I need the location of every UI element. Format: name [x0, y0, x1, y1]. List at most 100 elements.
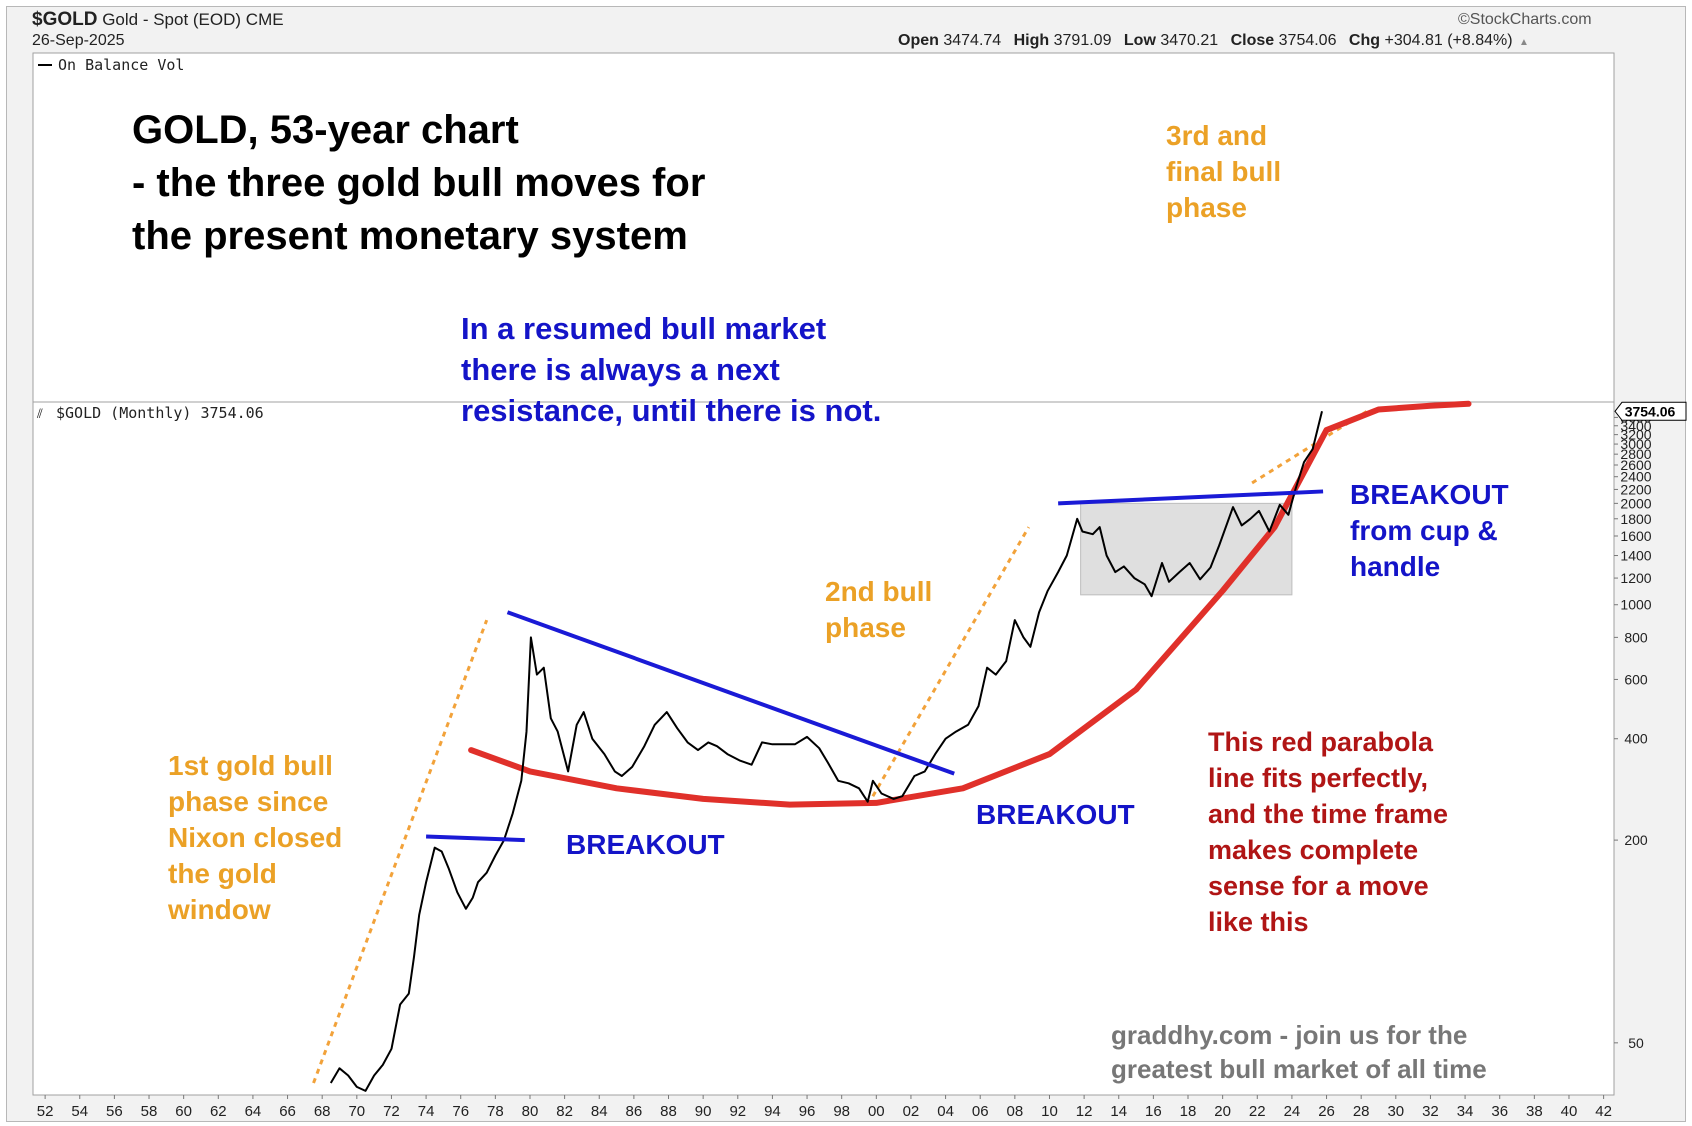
- header-date: 26-Sep-2025: [32, 32, 125, 49]
- ohlc-readout: Open 3474.74 High 3791.09 Low 3470.21 Cl…: [898, 32, 1529, 50]
- bull-phase-line-1: [312, 619, 489, 1084]
- ohlc-label-open: Open: [898, 32, 944, 49]
- last-value-tag-shape: [1614, 401, 1687, 421]
- x-tick-label-16: 84: [591, 1103, 608, 1120]
- y-tick-label-3400: 3400: [1620, 418, 1651, 434]
- x-tick-label-44: 40: [1561, 1103, 1578, 1120]
- x-tick-label-23: 98: [833, 1103, 850, 1120]
- second-bull-note-line-1: 2nd bull: [825, 576, 932, 607]
- second-bull-note-line-2: phase: [825, 612, 906, 643]
- obv-legend: On Balance Vol: [58, 56, 184, 74]
- x-tick-label-14: 80: [522, 1103, 539, 1120]
- x-tick-label-2: 56: [106, 1103, 123, 1120]
- y-tick-label-50: 50: [1628, 1035, 1644, 1051]
- x-tick-label-24: 00: [868, 1103, 885, 1120]
- breakout-cup-line-3: handle: [1350, 551, 1440, 582]
- third-bull-note-line-2: final bull: [1166, 156, 1281, 187]
- chart-title-line-3: the present monetary system: [132, 214, 688, 258]
- x-tick-label-7: 66: [279, 1103, 296, 1120]
- resistance-line-1: [426, 834, 525, 843]
- footer-note-line-2: greatest bull market of all time: [1111, 1054, 1487, 1084]
- header-symbol-line: $GOLD Gold - Spot (EOD) CME: [32, 9, 284, 31]
- resumed-note-line-3: resistance, until there is not.: [461, 393, 881, 428]
- parabola-note-line-5: sense for a move: [1208, 871, 1429, 901]
- x-tick-label-28: 08: [1007, 1103, 1024, 1120]
- y-tick-label-3200: 3200: [1620, 427, 1651, 443]
- third-bull-note-line-3: phase: [1166, 192, 1247, 223]
- x-tick-label-40: 32: [1422, 1103, 1439, 1120]
- gold-price-line: [329, 411, 1323, 1092]
- ohlc-label-low: Low: [1123, 32, 1161, 49]
- ohlc-value-chg: +304.81 (+8.84%): [1384, 32, 1518, 49]
- x-tick-label-19: 90: [695, 1103, 712, 1120]
- symbol: $GOLD: [32, 9, 98, 30]
- parabola-line: [468, 400, 1472, 808]
- x-tick-label-18: 88: [660, 1103, 677, 1120]
- x-tick-label-12: 76: [452, 1103, 469, 1120]
- breakout-1-line-1: BREAKOUT: [566, 829, 725, 860]
- x-tick-label-20: 92: [729, 1103, 746, 1120]
- third-bull-note-line-1: 3rd and: [1166, 120, 1267, 151]
- first-bull-note-line-3: Nixon closed: [168, 822, 342, 853]
- y-tick-label-1200: 1200: [1620, 570, 1651, 586]
- x-tick-label-26: 04: [937, 1103, 954, 1120]
- y-tick-label-600: 600: [1624, 671, 1648, 687]
- chart-title-line-1: GOLD, 53-year chart: [132, 108, 519, 152]
- ohlc-label-close: Close: [1230, 32, 1279, 49]
- footer-note-line-1: graddhy.com - join us for the: [1111, 1020, 1467, 1050]
- y-tick-label-2200: 2200: [1620, 481, 1651, 497]
- y-tick-label-1000: 1000: [1620, 597, 1651, 613]
- x-tick-label-41: 34: [1457, 1103, 1474, 1120]
- x-tick-label-17: 86: [626, 1103, 643, 1120]
- x-tick-label-36: 24: [1284, 1103, 1301, 1120]
- x-tick-label-31: 14: [1110, 1103, 1127, 1120]
- upper-panel: [32, 52, 1615, 403]
- x-tick-label-4: 60: [175, 1103, 192, 1120]
- resistance-line-3: [1058, 489, 1324, 506]
- x-tick-label-34: 20: [1214, 1103, 1231, 1120]
- y-tick-label-1600: 1600: [1620, 528, 1651, 544]
- first-bull-note-line-1: 1st gold bull: [168, 750, 333, 781]
- resumed-note-line-1: In a resumed bull market: [461, 311, 826, 346]
- x-tick-label-39: 30: [1387, 1103, 1404, 1120]
- y-tick-label-3000: 3000: [1620, 436, 1651, 452]
- y-tick-label-2400: 2400: [1620, 469, 1651, 485]
- x-tick-label-8: 68: [314, 1103, 331, 1120]
- y-tick-label-200: 200: [1624, 832, 1648, 848]
- price-panel: [32, 401, 1615, 1096]
- y-tick-label-2600: 2600: [1620, 457, 1651, 473]
- y-tick-label-800: 800: [1624, 629, 1648, 645]
- x-tick-label-33: 18: [1180, 1103, 1197, 1120]
- x-tick-label-37: 26: [1318, 1103, 1335, 1120]
- x-tick-label-38: 28: [1353, 1103, 1370, 1120]
- x-tick-label-11: 74: [418, 1103, 435, 1120]
- first-bull-note-line-4: the gold: [168, 858, 277, 889]
- y-tick-label-1800: 1800: [1620, 511, 1651, 527]
- y-tick-label-400: 400: [1624, 731, 1648, 747]
- x-tick-label-22: 96: [799, 1103, 816, 1120]
- breakout-cup-line-2: from cup &: [1350, 515, 1498, 546]
- x-tick-label-32: 16: [1145, 1103, 1162, 1120]
- bull-phase-line-3: [1251, 408, 1371, 485]
- x-tick-label-0: 52: [37, 1103, 54, 1120]
- x-tick-label-3: 58: [141, 1103, 158, 1120]
- x-tick-label-21: 94: [764, 1103, 781, 1120]
- y-tick-label-2800: 2800: [1620, 446, 1651, 462]
- change-up-icon: ▲: [1519, 37, 1529, 48]
- x-tick-label-45: 42: [1595, 1103, 1612, 1120]
- exchange: CME: [245, 10, 284, 29]
- bull-phase-line-2: [871, 526, 1030, 797]
- ohlc-label-high: High: [1013, 32, 1054, 49]
- chart-title-line-2: - the three gold bull moves for: [132, 161, 705, 205]
- parabola-note-line-2: line fits perfectly,: [1208, 763, 1428, 793]
- x-tick-label-27: 06: [972, 1103, 989, 1120]
- breakout-cup-line-1: BREAKOUT: [1350, 479, 1509, 510]
- x-tick-label-43: 38: [1526, 1103, 1543, 1120]
- gold-legend: $GOLD (Monthly) 3754.06: [56, 404, 264, 422]
- first-bull-note-line-5: window: [167, 894, 271, 925]
- x-tick-label-10: 72: [383, 1103, 400, 1120]
- source-credit[interactable]: ©StockCharts.com: [1458, 11, 1592, 28]
- gold-legend-icon: ⫽: [36, 407, 43, 422]
- x-tick-label-6: 64: [245, 1103, 262, 1120]
